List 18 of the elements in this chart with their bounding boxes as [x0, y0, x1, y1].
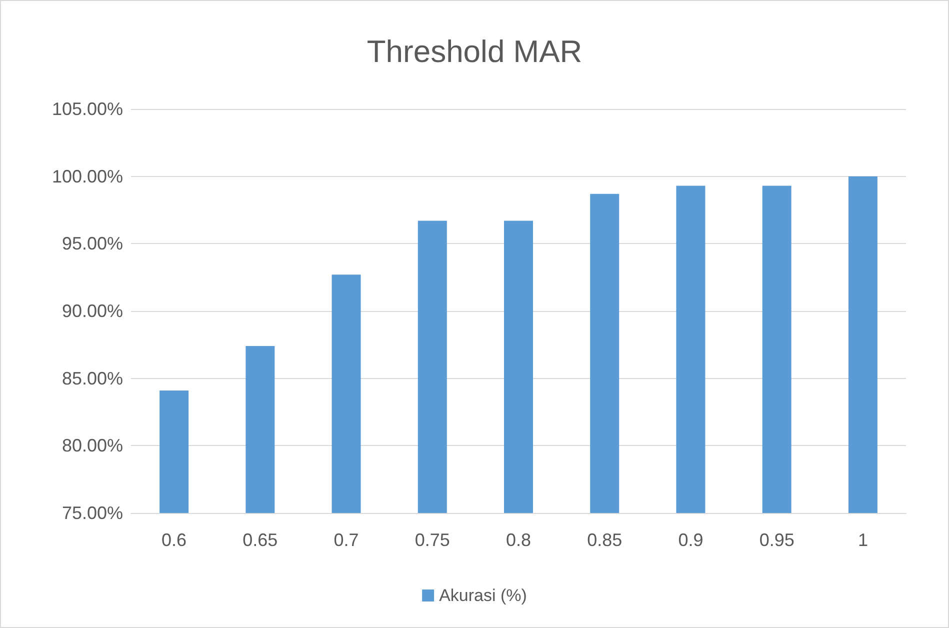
x-tick-label: 0.6 [162, 530, 187, 550]
x-tick-label: 0.9 [678, 530, 704, 550]
chart-title: Threshold MAR [366, 34, 582, 69]
y-tick-label: 95.00% [62, 234, 123, 254]
x-tick-label: 0.65 [242, 530, 278, 550]
x-tick-label: 0.8 [506, 530, 532, 550]
x-tick-label: 0.7 [334, 530, 359, 550]
x-tick-label: 1 [858, 530, 868, 550]
y-tick-label: 75.00% [62, 503, 123, 523]
y-tick-label: 80.00% [62, 436, 123, 456]
y-tick-label: 90.00% [62, 301, 123, 321]
x-tick-label: 0.95 [759, 530, 794, 550]
y-tick-label: 105.00% [52, 99, 123, 119]
y-tick-label: 85.00% [62, 368, 123, 388]
x-tick-label: 0.85 [587, 530, 622, 550]
y-tick-label: 100.00% [52, 166, 123, 186]
legend-label: Akurasi (%) [439, 586, 527, 605]
x-tick-label: 0.75 [414, 530, 450, 550]
